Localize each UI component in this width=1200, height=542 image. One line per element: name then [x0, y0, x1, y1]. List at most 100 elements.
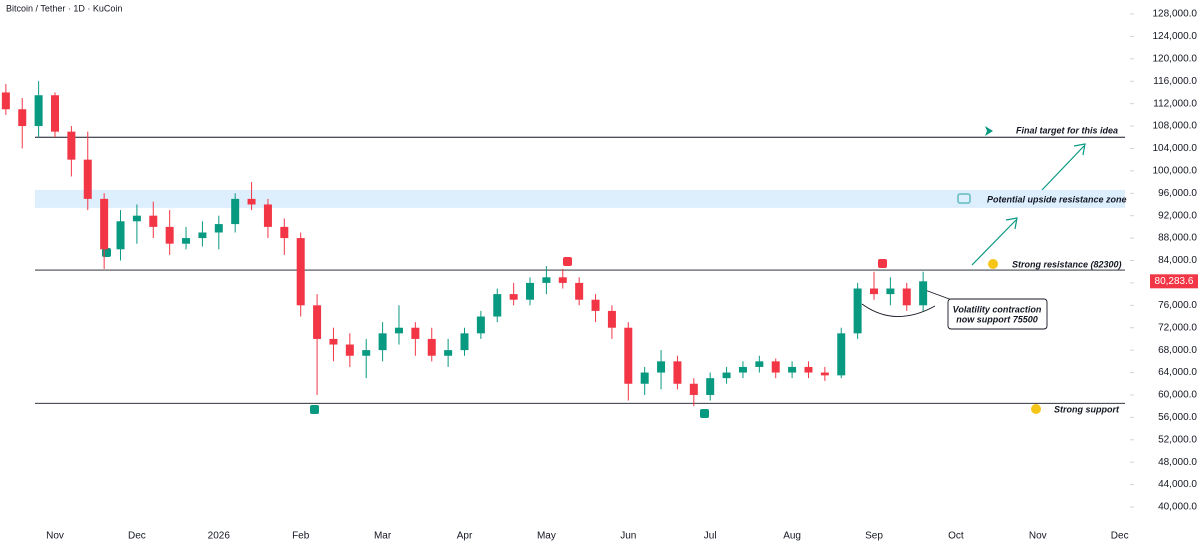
annotation: now support 75500 — [956, 314, 1038, 324]
y-tick-label: 44,000.0 — [1158, 479, 1197, 490]
candle-body — [460, 333, 469, 351]
annotation: Volatility contraction — [953, 304, 1042, 314]
candle-body — [182, 238, 191, 244]
x-tick-label: Nov — [46, 531, 64, 542]
candle-body — [624, 327, 633, 384]
candle-body — [132, 215, 141, 222]
candle-body — [919, 281, 928, 306]
candle-body — [591, 299, 600, 311]
x-tick-label: Oct — [948, 531, 964, 542]
y-tick-label: 64,000.0 — [1158, 367, 1197, 378]
y-tick-label: 60,000.0 — [1158, 390, 1197, 401]
candle-body — [214, 224, 223, 233]
y-tick-label: 96,000.0 — [1158, 188, 1197, 199]
price-tag — [1150, 274, 1198, 289]
candle-body — [673, 361, 682, 384]
x-tick-label: Aug — [783, 531, 801, 542]
candle-body — [67, 131, 76, 160]
y-tick-label: 88,000.0 — [1158, 233, 1197, 244]
y-tick-label: 112,000.0 — [1153, 98, 1197, 109]
candle-body — [542, 277, 551, 283]
y-tick-label: 52,000.0 — [1158, 434, 1197, 445]
candle-body — [607, 310, 616, 328]
x-tick-label: Mar — [374, 531, 392, 542]
candle-body — [640, 372, 649, 384]
candle-body — [820, 372, 829, 376]
candle-body — [722, 372, 731, 379]
candle-body — [247, 198, 256, 205]
candle-body — [231, 198, 240, 225]
candle-body — [51, 95, 59, 132]
candle-body — [100, 198, 109, 250]
candle-body — [149, 215, 158, 227]
candle-body — [689, 383, 698, 395]
y-tick-label: 84,000.0 — [1158, 255, 1197, 266]
y-tick-label: 48,000.0 — [1158, 457, 1197, 468]
candle-body — [444, 350, 453, 356]
y-tick-label: 72,000.0 — [1158, 322, 1197, 333]
candle-body — [509, 294, 518, 300]
candle-body — [476, 316, 485, 334]
y-tick-label: 100,000.0 — [1153, 166, 1198, 177]
x-tick-label: Dec — [1111, 531, 1129, 542]
candle-body — [886, 288, 895, 295]
y-tick-label: 108,000.0 — [1153, 121, 1198, 132]
x-tick-label: Apr — [457, 531, 473, 542]
x-tick-label: Nov — [1029, 531, 1047, 542]
annotation: Final target for this idea — [1016, 125, 1118, 135]
candle-body — [837, 333, 846, 376]
y-tick-label: 116,000.0 — [1153, 76, 1197, 87]
annotation: Strong support — [1054, 404, 1120, 414]
candle-body — [378, 333, 387, 351]
y-tick-label: 128,000.0 — [1153, 9, 1198, 20]
candle-body — [870, 288, 878, 295]
x-tick-label: Jun — [620, 531, 636, 542]
candle-body — [902, 288, 911, 306]
x-tick-label: Sep — [865, 531, 883, 542]
decor — [102, 126, 1086, 418]
candle-body — [526, 282, 535, 300]
candle-body — [313, 305, 322, 339]
y-tick-label: 40,000.0 — [1158, 502, 1197, 513]
candle-body — [34, 95, 43, 127]
candle-body — [165, 226, 174, 244]
candle-body — [657, 361, 666, 373]
candle-body — [411, 327, 420, 339]
candle-body — [575, 282, 584, 300]
y-tick-label: 56,000.0 — [1158, 412, 1197, 423]
y-tick-label: 124,000.0 — [1153, 31, 1198, 42]
candle-body — [18, 109, 27, 127]
candle-body — [706, 378, 715, 395]
candle-body — [362, 350, 371, 356]
candle-body — [755, 361, 764, 367]
x-tick-label: May — [537, 531, 556, 542]
x-tick-label: Jul — [704, 531, 717, 542]
candle-body — [263, 204, 272, 227]
candle-body — [771, 361, 780, 373]
y-tick-label: 68,000.0 — [1158, 345, 1197, 356]
candle-body — [853, 288, 862, 334]
annotation: Strong resistance (82300) — [1012, 259, 1122, 269]
y-tick-label: 120,000.0 — [1153, 53, 1198, 64]
candle-body — [329, 338, 338, 345]
y-tick-label: 76,000.0 — [1158, 300, 1197, 311]
y-tick-label: 104,000.0 — [1153, 143, 1198, 154]
chart-title: Bitcoin / Tether · 1D · KuCoin — [6, 3, 122, 13]
candle-body — [83, 159, 92, 199]
annotation: Potential upside resistance zone — [987, 194, 1127, 204]
candle-body — [1, 92, 10, 110]
x-tick-label: 2026 — [208, 531, 231, 542]
x-tick-label: Dec — [128, 531, 146, 542]
candle-body — [804, 366, 813, 373]
candle-body — [427, 338, 436, 356]
candle-body — [296, 238, 305, 306]
candle-body — [558, 277, 567, 283]
candle-body — [198, 232, 207, 239]
candle-body — [738, 366, 747, 373]
x-tick-label: Feb — [292, 531, 310, 542]
candle-body — [493, 294, 502, 317]
resistance-zone — [35, 189, 1125, 208]
candle-body — [280, 226, 289, 239]
